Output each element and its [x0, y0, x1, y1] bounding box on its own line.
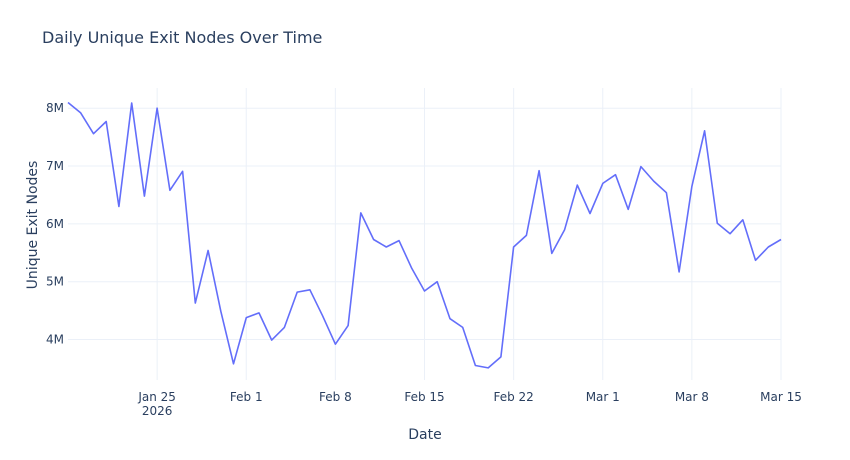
data-point[interactable] — [614, 174, 616, 176]
x-tick-sublabel: 2026 — [142, 404, 173, 418]
data-point[interactable] — [627, 208, 629, 210]
data-point[interactable] — [754, 259, 756, 261]
data-point[interactable] — [436, 281, 438, 283]
y-tick-label: 5M — [46, 275, 64, 289]
data-point[interactable] — [640, 165, 642, 167]
data-point[interactable] — [602, 182, 604, 184]
x-tick-label: Mar 15 — [760, 390, 802, 404]
gridlines — [68, 88, 782, 380]
data-point[interactable] — [678, 271, 680, 273]
data-point[interactable] — [181, 170, 183, 172]
data-point[interactable] — [169, 189, 171, 191]
data-point[interactable] — [411, 267, 413, 269]
data-point[interactable] — [449, 318, 451, 320]
data-point[interactable] — [512, 246, 514, 248]
data-point[interactable] — [462, 326, 464, 328]
data-point[interactable] — [665, 192, 667, 194]
data-point[interactable] — [80, 112, 82, 114]
data-point[interactable] — [143, 195, 145, 197]
series-layer — [67, 101, 782, 369]
data-point[interactable] — [551, 252, 553, 254]
x-tick-label: Jan 25 — [137, 390, 176, 404]
x-tick-label: Feb 22 — [493, 390, 533, 404]
data-point[interactable] — [729, 233, 731, 235]
data-point[interactable] — [309, 289, 311, 291]
data-point[interactable] — [258, 312, 260, 314]
series-line[interactable] — [67, 101, 782, 369]
data-point[interactable] — [487, 367, 489, 369]
data-point[interactable] — [385, 246, 387, 248]
data-point[interactable] — [92, 133, 94, 135]
x-axis-title: Date — [408, 427, 441, 443]
data-point[interactable] — [271, 339, 273, 341]
data-point[interactable] — [67, 101, 69, 103]
data-point[interactable] — [500, 356, 502, 358]
data-point[interactable] — [372, 238, 374, 240]
data-point[interactable] — [474, 364, 476, 366]
data-point[interactable] — [347, 324, 349, 326]
data-point[interactable] — [703, 130, 705, 132]
data-point[interactable] — [296, 291, 298, 293]
data-point[interactable] — [525, 234, 527, 236]
data-point[interactable] — [780, 238, 782, 240]
data-point[interactable] — [245, 316, 247, 318]
data-point[interactable] — [156, 107, 158, 109]
data-point[interactable] — [232, 363, 234, 365]
x-tick-label: Feb 8 — [319, 390, 352, 404]
data-point[interactable] — [194, 302, 196, 304]
data-point[interactable] — [423, 290, 425, 292]
y-tick-label: 8M — [46, 101, 64, 115]
x-tick-label: Mar 1 — [586, 390, 620, 404]
x-tick-label: Mar 8 — [675, 390, 709, 404]
data-point[interactable] — [321, 315, 323, 317]
data-point[interactable] — [742, 219, 744, 221]
data-point[interactable] — [767, 246, 769, 248]
data-point[interactable] — [589, 212, 591, 214]
x-tick-label: Feb 1 — [230, 390, 263, 404]
data-point[interactable] — [716, 222, 718, 224]
data-point[interactable] — [538, 170, 540, 172]
x-tick-label: Feb 15 — [404, 390, 444, 404]
data-point[interactable] — [131, 102, 133, 104]
data-point[interactable] — [118, 205, 120, 207]
y-axis-ticks: 4M 5M 6M 7M 8M — [46, 101, 64, 346]
y-axis-title: Unique Exit Nodes — [25, 161, 41, 290]
data-point[interactable] — [691, 185, 693, 187]
data-point[interactable] — [653, 180, 655, 182]
data-point[interactable] — [334, 343, 336, 345]
data-point[interactable] — [360, 212, 362, 214]
data-point[interactable] — [563, 229, 565, 231]
y-tick-label: 6M — [46, 217, 64, 231]
data-point[interactable] — [576, 184, 578, 186]
data-point[interactable] — [105, 120, 107, 122]
data-point[interactable] — [220, 310, 222, 312]
data-point[interactable] — [207, 249, 209, 251]
data-point[interactable] — [398, 239, 400, 241]
data-point[interactable] — [283, 326, 285, 328]
chart-title: Daily Unique Exit Nodes Over Time — [42, 28, 323, 47]
y-tick-label: 4M — [46, 333, 64, 347]
y-tick-label: 7M — [46, 159, 64, 173]
